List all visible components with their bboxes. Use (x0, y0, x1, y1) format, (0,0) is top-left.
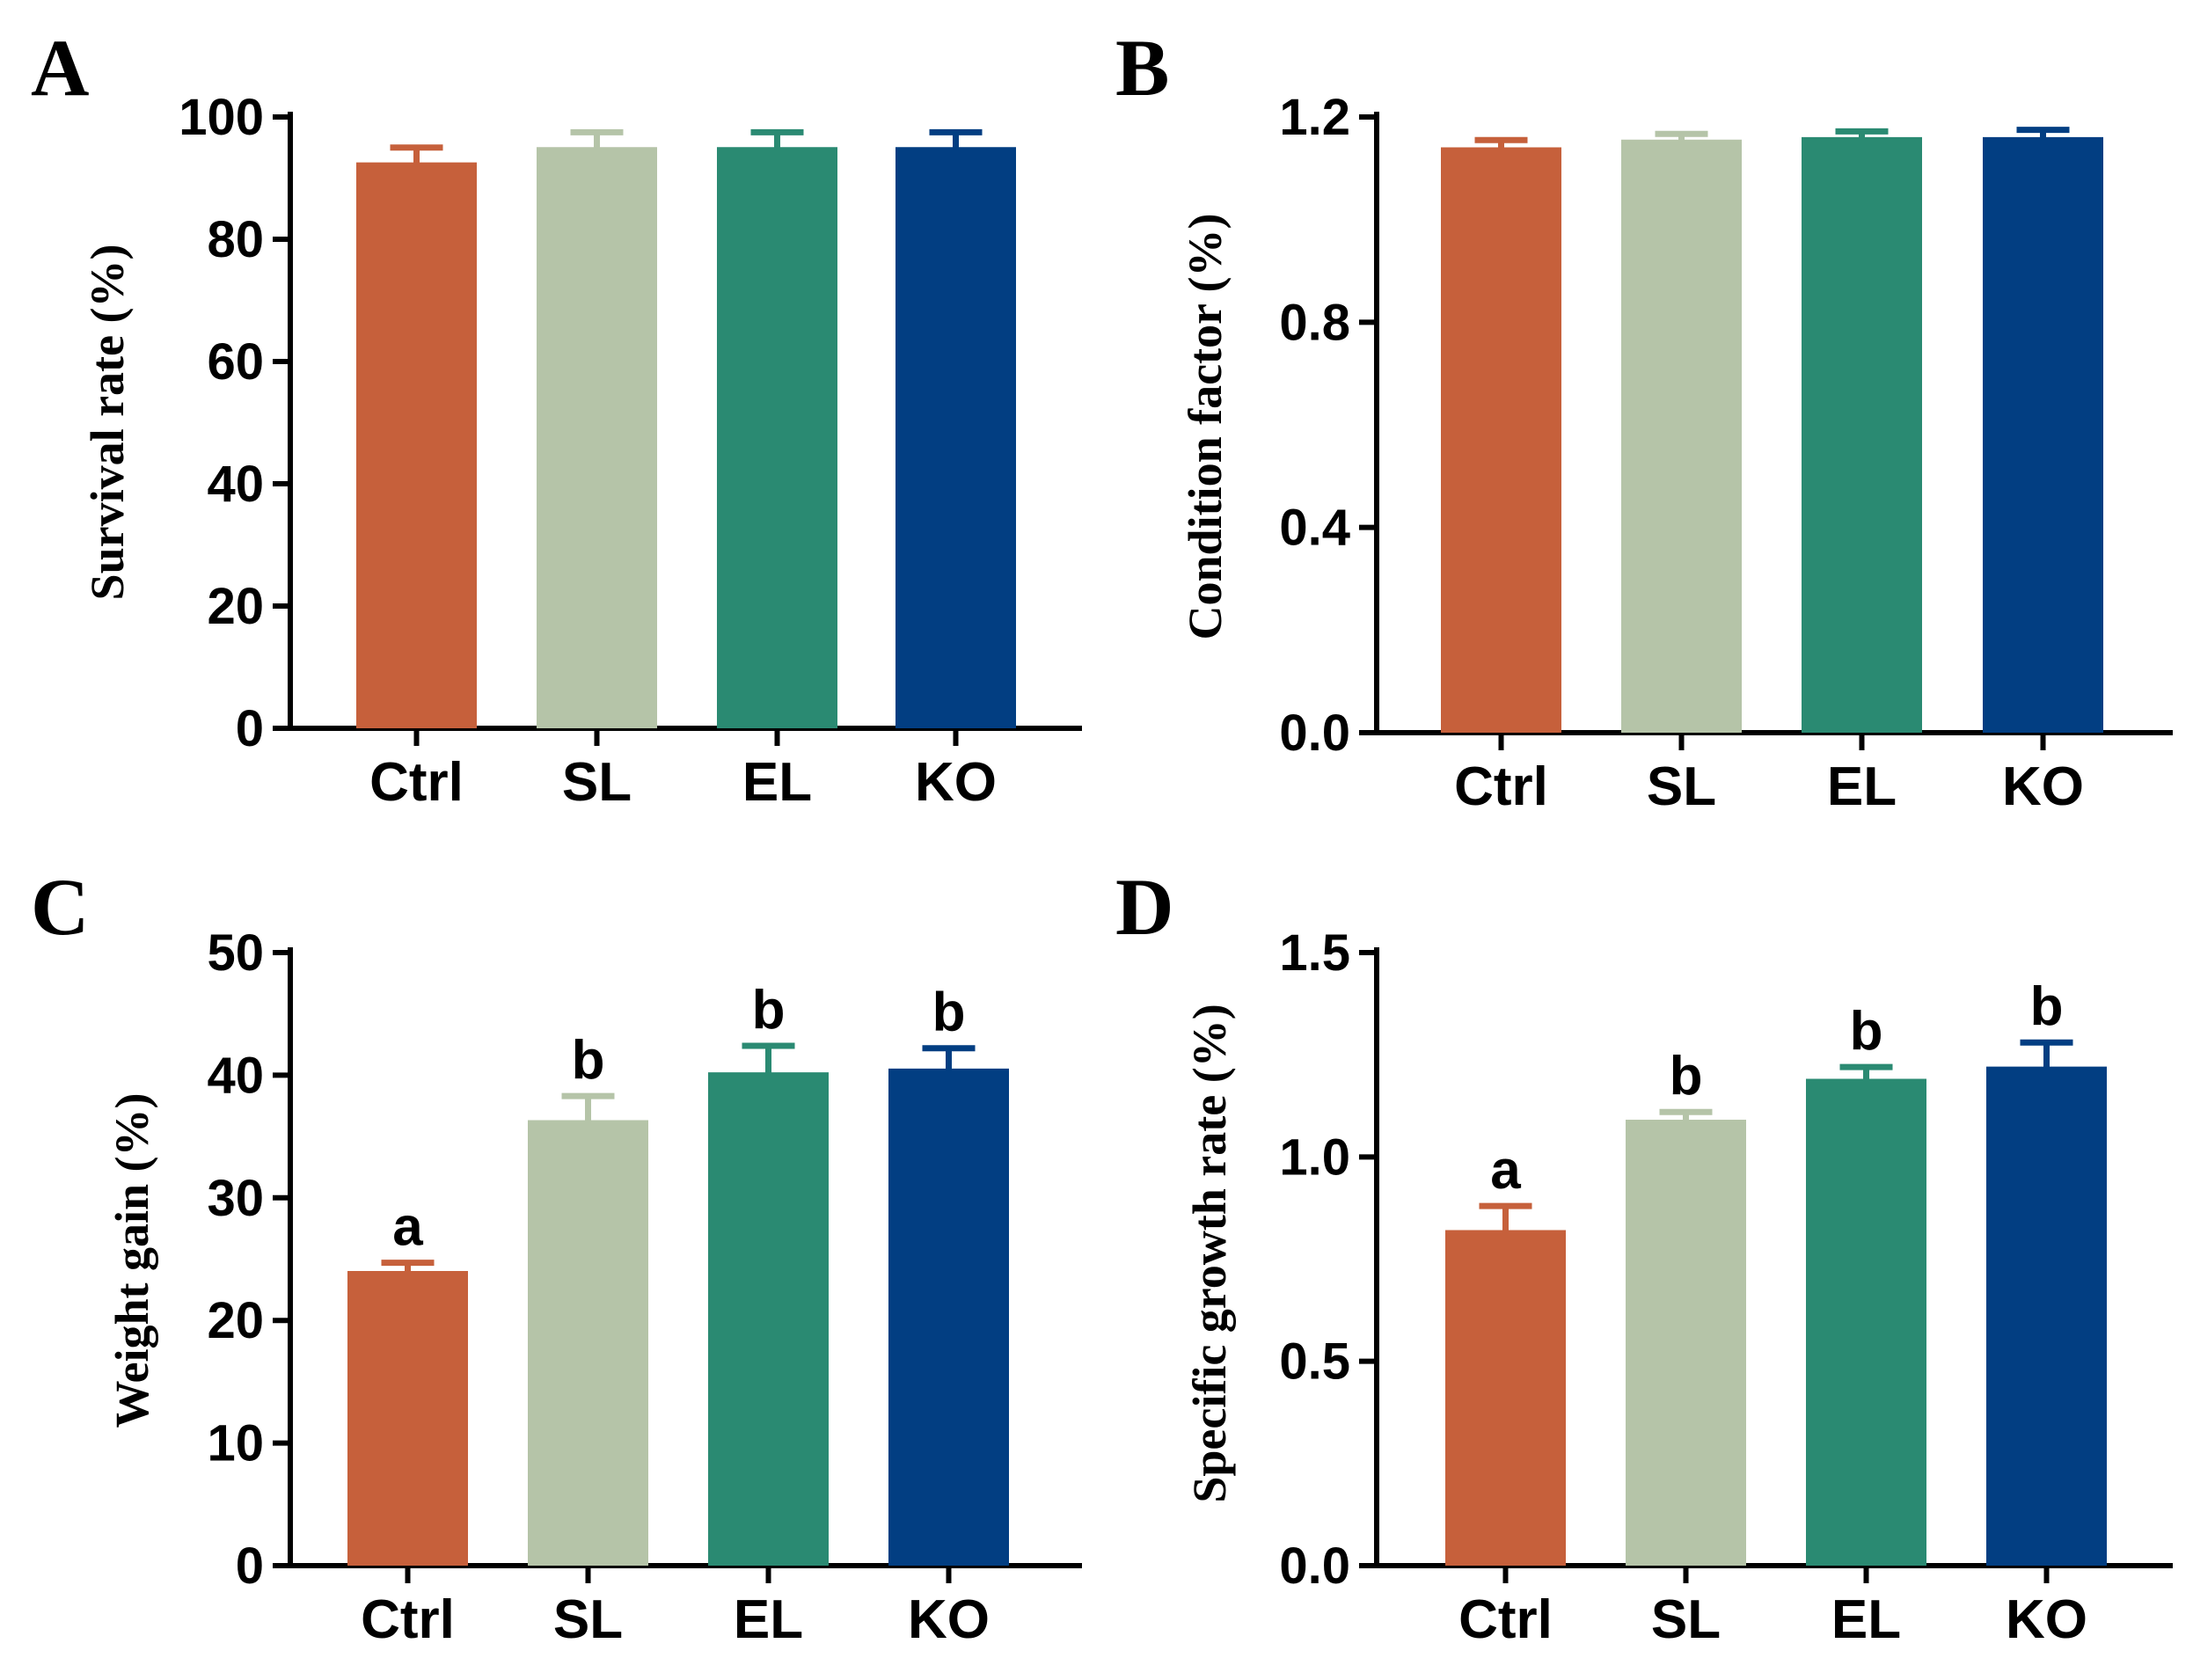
y-tick-label-a: 0 (236, 700, 264, 757)
bar-c-ko (888, 1069, 1009, 1566)
x-tick-label-d: KO (2006, 1589, 2087, 1650)
y-tick-label-b: 0.4 (1279, 500, 1350, 557)
y-tick-label-d: 0.0 (1279, 1538, 1350, 1595)
bar-c-el (708, 1072, 829, 1566)
x-tick-label-a: EL (742, 752, 812, 813)
y-tick-label-c: 40 (207, 1047, 264, 1104)
y-tick-label-a: 40 (207, 456, 264, 513)
y-tick-label-c: 0 (236, 1538, 264, 1595)
x-tick-label-c: Ctrl (361, 1589, 455, 1650)
x-tick-label-b: SL (1647, 756, 1716, 817)
bar-d-sl (1626, 1120, 1746, 1566)
x-tick-label-d: Ctrl (1458, 1589, 1553, 1650)
y-tick-label-c: 10 (207, 1415, 264, 1472)
y-tick-label-a: 60 (207, 333, 264, 391)
panel-letter-c: C (31, 862, 89, 952)
significance-label-c: b (572, 1030, 605, 1091)
panel-letter-d: D (1115, 862, 1173, 952)
y-axis-title-c: Weight gain (%) (106, 1092, 158, 1428)
bar-a-el (717, 147, 837, 728)
significance-label-c: b (932, 982, 966, 1043)
bar-b-ko (1983, 137, 2103, 734)
y-axis-title-a: Survival rate (%) (81, 245, 134, 601)
y-tick-label-c: 30 (207, 1170, 264, 1227)
x-tick-label-b: Ctrl (1454, 756, 1548, 817)
x-tick-label-c: KO (908, 1589, 990, 1650)
bar-b-ctrl (1441, 148, 1561, 733)
x-tick-label-d: EL (1831, 1589, 1901, 1650)
y-tick-label-b: 0.8 (1279, 294, 1350, 351)
y-tick-label-d: 1.5 (1279, 924, 1350, 982)
y-tick-label-a: 100 (179, 89, 264, 146)
panel-a: A Survival rate (%) 0 20 40 60 80 100 Ctrl SL EL… (31, 23, 1082, 813)
significance-label-c: b (752, 980, 786, 1041)
panel-letter-b: B (1115, 23, 1169, 113)
bar-a-sl (537, 147, 657, 728)
x-tick-label-a: SL (562, 752, 632, 813)
significance-label-d: b (1670, 1046, 1703, 1107)
y-tick-label-c: 20 (207, 1292, 264, 1349)
bar-b-sl (1621, 140, 1742, 733)
x-tick-label-c: EL (734, 1589, 803, 1650)
bar-c-ctrl (347, 1271, 468, 1566)
panel-c: C Weight gain (%) 0 10 20 30 40 50 Ctrl a SL b EL b… (31, 862, 1082, 1650)
y-axis-title-b: Condition factor (%) (1179, 214, 1232, 640)
x-tick-label-b: KO (2002, 756, 2084, 817)
y-tick-label-b: 1.2 (1279, 89, 1350, 146)
significance-label-d: b (1850, 1001, 1883, 1062)
y-tick-label-c: 50 (207, 924, 264, 982)
bar-b-el (1802, 137, 1922, 734)
bar-a-ko (895, 147, 1016, 728)
significance-label-c: a (392, 1197, 423, 1258)
panel-letter-a: A (31, 23, 89, 113)
y-tick-label-d: 0.5 (1279, 1333, 1350, 1391)
y-axis-title-d: Specific growth rate (%) (1183, 1004, 1236, 1502)
y-tick-label-a: 80 (207, 211, 264, 268)
panel-d: D Specific growth rate (%) 0.0 0.5 1.0 1.5 C… (1115, 862, 2173, 1650)
x-tick-label-b: EL (1827, 756, 1897, 817)
significance-label-d: b (2030, 976, 2064, 1037)
significance-label-d: a (1490, 1140, 1521, 1201)
y-tick-label-d: 1.0 (1279, 1129, 1350, 1186)
bar-c-sl (528, 1120, 648, 1566)
bar-d-ko (1986, 1067, 2107, 1566)
y-tick-label-a: 20 (207, 578, 264, 635)
bar-a-ctrl (356, 163, 477, 728)
x-tick-label-c: SL (553, 1589, 623, 1650)
bar-d-el (1806, 1079, 1926, 1566)
y-tick-label-b: 0.0 (1279, 705, 1350, 762)
bar-d-ctrl (1445, 1230, 1566, 1566)
panel-b: B Condition factor (%) 0.0 0.4 0.8 1.2 Ctrl S… (1115, 23, 2173, 817)
x-tick-label-a: KO (915, 752, 997, 813)
x-tick-label-d: SL (1651, 1589, 1721, 1650)
x-tick-label-a: Ctrl (369, 752, 464, 813)
